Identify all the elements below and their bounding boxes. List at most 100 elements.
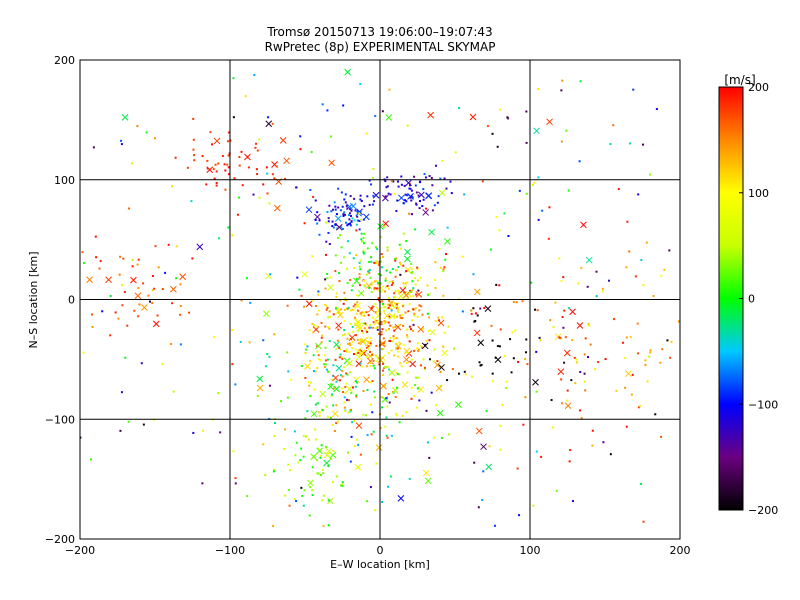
data-point — [351, 217, 354, 220]
data-point — [518, 189, 521, 192]
data-point — [385, 286, 388, 289]
data-point — [371, 380, 374, 383]
data-point — [443, 266, 446, 269]
data-point — [164, 271, 167, 274]
data-point — [580, 417, 583, 420]
data-point — [335, 213, 338, 216]
data-point-cross — [331, 410, 339, 418]
data-point — [336, 339, 339, 342]
data-point — [629, 335, 632, 338]
data-point — [385, 434, 388, 437]
data-point-cross — [394, 342, 402, 350]
data-point — [317, 293, 320, 296]
data-point — [357, 329, 360, 332]
data-point — [382, 302, 385, 305]
data-point — [406, 328, 409, 331]
data-point — [330, 383, 333, 386]
data-point — [374, 354, 377, 357]
data-point — [346, 398, 349, 401]
data-point-cross — [346, 359, 353, 367]
data-point — [367, 270, 370, 273]
data-point — [316, 222, 319, 225]
data-point-cross — [388, 369, 396, 377]
data-point-cross — [304, 363, 311, 370]
data-point — [372, 430, 375, 433]
data-point — [412, 323, 415, 326]
data-point — [388, 299, 391, 302]
data-point — [406, 371, 409, 374]
data-point — [314, 428, 317, 431]
data-point — [368, 203, 371, 206]
data-point — [565, 129, 568, 132]
data-point — [402, 264, 405, 267]
data-point — [515, 301, 518, 304]
data-point — [219, 431, 222, 434]
data-point-cross — [319, 390, 327, 398]
data-point — [343, 320, 346, 323]
data-point — [344, 213, 347, 216]
data-point — [410, 268, 413, 271]
data-point — [562, 326, 565, 329]
data-point — [415, 203, 418, 206]
data-point — [303, 305, 306, 308]
data-point — [558, 336, 561, 339]
data-point — [373, 261, 376, 264]
data-point — [370, 403, 373, 406]
data-point — [440, 436, 443, 439]
data-point — [428, 456, 431, 459]
data-point-cross — [404, 266, 412, 274]
data-point — [319, 474, 322, 477]
x-tick-label: −200 — [65, 544, 95, 557]
data-point — [358, 212, 361, 215]
data-point-cross — [473, 329, 481, 337]
data-point — [423, 366, 426, 369]
data-point — [358, 228, 361, 231]
data-point — [252, 193, 255, 196]
data-point — [384, 320, 387, 323]
data-point — [534, 308, 537, 311]
data-point — [579, 80, 582, 83]
data-point — [384, 279, 387, 282]
data-point — [535, 390, 538, 393]
data-point-cross — [344, 68, 351, 76]
data-point — [405, 200, 408, 203]
data-point — [408, 212, 411, 215]
data-point — [446, 226, 449, 229]
data-point — [525, 338, 528, 341]
chart-subtitle: RwPretec (8p) EXPERIMENTAL SKYMAP — [265, 40, 496, 54]
data-point — [358, 219, 361, 222]
data-point-cross — [263, 310, 270, 318]
data-point — [80, 436, 82, 439]
data-point — [397, 265, 400, 268]
data-point — [645, 241, 648, 244]
data-point — [408, 477, 411, 480]
data-point-cross — [385, 114, 393, 121]
data-point — [423, 368, 426, 371]
data-point — [379, 236, 382, 239]
data-point — [392, 314, 395, 317]
data-point — [327, 316, 330, 319]
data-point — [402, 232, 405, 235]
data-point — [356, 219, 359, 222]
data-point — [341, 375, 344, 378]
data-point-cross — [427, 111, 434, 119]
data-point — [314, 218, 317, 221]
data-point — [131, 258, 134, 261]
data-point — [131, 265, 134, 268]
data-point — [365, 132, 368, 135]
data-point-cross — [372, 191, 380, 199]
data-point — [403, 184, 406, 187]
data-point — [320, 359, 323, 362]
data-point — [464, 373, 467, 376]
data-point — [324, 287, 327, 290]
data-point — [345, 382, 348, 385]
data-point — [395, 303, 398, 306]
data-point-cross — [310, 410, 318, 418]
data-point — [254, 146, 257, 149]
data-point — [288, 469, 291, 472]
data-point — [335, 475, 338, 478]
data-point-cross — [403, 347, 411, 355]
data-point — [320, 336, 323, 339]
data-point — [377, 297, 380, 300]
data-point — [660, 435, 663, 438]
